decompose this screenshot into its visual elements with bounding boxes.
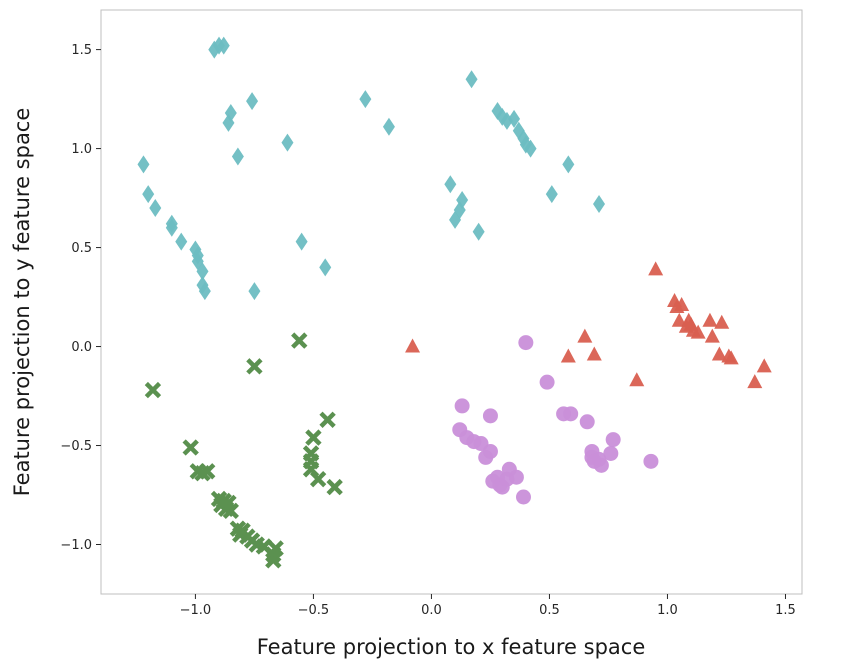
y-tick-label: 1.5 [71, 43, 92, 58]
diamond-point [545, 185, 558, 204]
x-axis-label: Feature projection to x feature space [257, 635, 646, 659]
diamond-point [149, 198, 162, 217]
triangle-point [714, 314, 730, 329]
triangle-point [702, 312, 718, 327]
circle-point [605, 432, 621, 448]
circle-point [482, 443, 498, 459]
diamond-point [198, 282, 211, 301]
x-point [319, 411, 336, 428]
y-tick-label: −1.0 [60, 538, 92, 553]
diamond-point [137, 155, 150, 174]
triangle-point [711, 346, 727, 361]
diamond-point [175, 232, 188, 251]
diamond-point [472, 222, 485, 241]
triangle-point [723, 350, 739, 365]
diamond-point [319, 258, 332, 277]
diamond-point [508, 109, 521, 128]
x-point [222, 502, 239, 520]
x-axis-ticks: −1.0 −0.5 0.0 0.5 1.0 1.5 [180, 594, 796, 618]
triangle-point [577, 328, 593, 343]
x-point [326, 478, 343, 496]
circle-point [579, 414, 595, 430]
triangle-point [648, 261, 664, 276]
x-tick-label: 0.5 [539, 603, 560, 618]
x-tick-label: 1.5 [775, 603, 796, 618]
diamond-point [248, 282, 261, 301]
plot-background [101, 10, 802, 594]
circle-point [515, 489, 531, 505]
y-tick-label: 1.0 [71, 142, 92, 157]
triangle-point [690, 324, 706, 339]
x-tick-label: −1.0 [180, 603, 212, 618]
x-point [305, 429, 322, 446]
triangle-point [560, 348, 576, 363]
diamond-point [359, 90, 372, 109]
triangle-point [756, 358, 772, 373]
triangle-point [674, 296, 690, 311]
diamond-point [246, 92, 259, 111]
triangle-point [747, 374, 763, 389]
triangle-point [586, 346, 602, 361]
x-point [182, 439, 199, 456]
x-tick-label: 0.0 [421, 603, 442, 618]
triangle-point [629, 372, 645, 387]
diamond-point [593, 195, 606, 214]
y-tick-label: −0.5 [60, 439, 92, 454]
diamond-point [382, 117, 395, 136]
circle-point [593, 457, 609, 473]
triangle-point [704, 328, 720, 343]
triangle-point [405, 338, 421, 353]
diamond-point [224, 103, 237, 122]
diamond-point [562, 155, 575, 174]
circle-point [603, 445, 619, 461]
y-tick-label: 0.5 [71, 241, 92, 256]
triangle-point [671, 312, 687, 327]
x-point [199, 463, 216, 480]
x-point [267, 540, 284, 557]
diamond-point [142, 185, 155, 204]
circle-point [539, 374, 555, 390]
diamond-point [456, 191, 469, 210]
circle-point [563, 406, 579, 422]
data-marks [137, 36, 772, 569]
diamond-point [465, 70, 478, 89]
y-axis-label: Feature projection to y feature space [10, 108, 34, 497]
x-tick-label: −0.5 [298, 603, 330, 618]
circle-point [518, 335, 534, 351]
diamond-point [295, 232, 308, 251]
x-point [246, 358, 263, 375]
diamond-point [217, 36, 230, 55]
plot-frame [100, 9, 803, 595]
circle-point [482, 408, 498, 424]
x-tick-label: 1.0 [657, 603, 678, 618]
diamond-point [196, 262, 209, 281]
circle-point [508, 469, 524, 485]
y-tick-label: 0.0 [71, 340, 92, 355]
diamond-point [165, 218, 178, 237]
x-point [309, 470, 327, 488]
x-point [144, 381, 162, 399]
circle-point [643, 453, 659, 469]
diamond-point [281, 133, 294, 152]
x-point [265, 552, 282, 569]
circle-point [454, 398, 470, 414]
diamond-point [524, 139, 537, 158]
diamond-point [444, 175, 457, 194]
x-point [291, 332, 308, 349]
diamond-point [231, 147, 244, 166]
y-axis-ticks: −1.0 −0.5 0.0 0.5 1.0 1.5 [60, 43, 101, 553]
